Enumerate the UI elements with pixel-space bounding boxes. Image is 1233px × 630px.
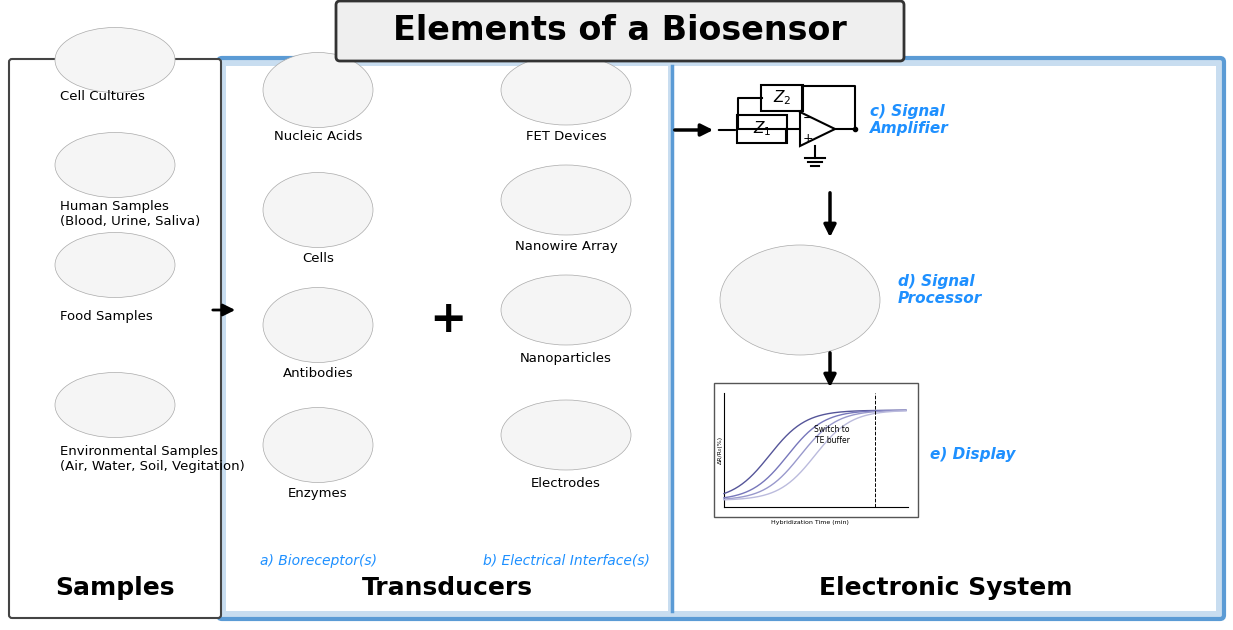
Text: Nanowire Array: Nanowire Array [514,240,618,253]
Text: d) Signal
Processor: d) Signal Processor [898,274,983,306]
Text: Electronic System: Electronic System [819,576,1073,600]
Text: c) Signal
Amplifier: c) Signal Amplifier [870,104,948,136]
Text: Transducers: Transducers [361,576,533,600]
Text: Cells: Cells [302,252,334,265]
Text: Hybridization Time (min): Hybridization Time (min) [771,520,850,525]
Text: Enzymes: Enzymes [289,487,348,500]
Text: ΔR/R₀(%): ΔR/R₀(%) [718,436,723,464]
Text: +: + [803,132,814,144]
FancyBboxPatch shape [674,66,1216,611]
FancyBboxPatch shape [337,1,904,61]
Text: Environmental Samples
(Air, Water, Soil, Vegitation): Environmental Samples (Air, Water, Soil,… [60,445,244,473]
FancyBboxPatch shape [218,58,1224,619]
Text: Elements of a Biosensor: Elements of a Biosensor [393,14,847,47]
Text: +: + [429,299,466,341]
Text: Nucleic Acids: Nucleic Acids [274,130,363,143]
Polygon shape [800,112,835,146]
Ellipse shape [263,408,374,483]
Ellipse shape [55,132,175,197]
Text: Nanoparticles: Nanoparticles [520,352,612,365]
Text: Antibodies: Antibodies [282,367,354,380]
Ellipse shape [720,245,880,355]
Text: $Z_2$: $Z_2$ [773,89,792,107]
FancyBboxPatch shape [737,115,787,143]
Text: a) Bioreceptor(s): a) Bioreceptor(s) [259,554,376,568]
FancyBboxPatch shape [761,85,803,111]
Ellipse shape [263,287,374,362]
Text: FET Devices: FET Devices [525,130,607,143]
Ellipse shape [501,165,631,235]
Ellipse shape [263,173,374,248]
Text: $Z_1$: $Z_1$ [752,120,772,139]
Text: b) Electrical Interface(s): b) Electrical Interface(s) [482,554,650,568]
Ellipse shape [55,232,175,297]
Ellipse shape [55,28,175,93]
Text: −: − [803,112,814,125]
Ellipse shape [501,400,631,470]
Text: Samples: Samples [55,576,175,600]
Ellipse shape [263,52,374,127]
Text: Cell Cultures: Cell Cultures [60,90,144,103]
FancyBboxPatch shape [226,66,668,611]
FancyBboxPatch shape [714,383,919,517]
Text: Switch to
TE buffer: Switch to TE buffer [814,425,850,445]
Text: e) Display: e) Display [930,447,1016,462]
Ellipse shape [501,275,631,345]
Text: Human Samples
(Blood, Urine, Saliva): Human Samples (Blood, Urine, Saliva) [60,200,200,228]
Ellipse shape [55,372,175,437]
Text: Food Samples: Food Samples [60,310,153,323]
FancyBboxPatch shape [9,59,221,618]
Text: Electrodes: Electrodes [531,477,600,490]
Ellipse shape [501,55,631,125]
